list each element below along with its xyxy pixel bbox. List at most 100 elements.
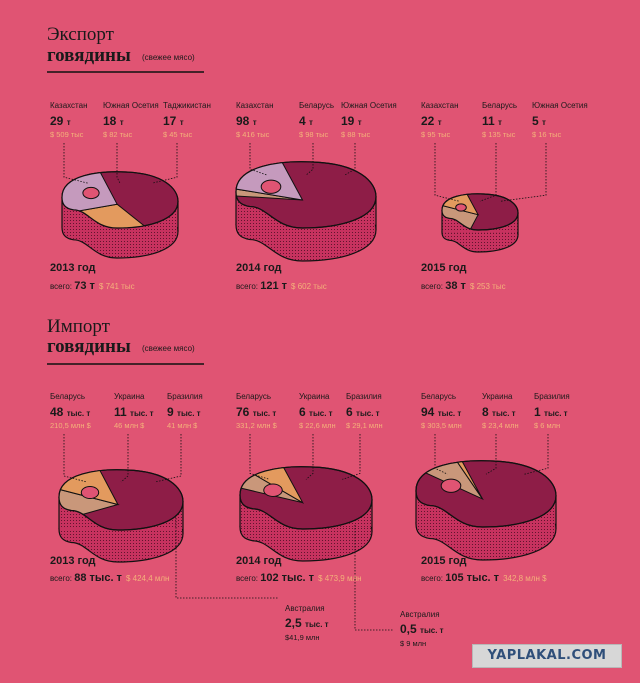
country-value: 29 т: [50, 114, 71, 128]
year-label: 2015 год: [421, 555, 467, 567]
slice-3: [434, 460, 483, 500]
country-money: $ 416 тыс: [236, 130, 270, 139]
country-name: Казахстан: [50, 101, 88, 110]
australia-name: Австралия: [285, 604, 325, 613]
country-money: $ 23,4 млн: [482, 421, 519, 430]
value-unit: т: [357, 118, 362, 127]
total-line: всего: 121 т $ 602 тыс: [236, 280, 327, 292]
watermark: YAPLAKAL.COM: [472, 644, 622, 668]
steak-chart-2: [235, 161, 377, 262]
total-money: $ 473,9 млн: [318, 574, 362, 583]
value-number: 94: [421, 405, 435, 419]
total-label: всего:: [421, 282, 446, 291]
country-name: Бразилия: [346, 392, 382, 401]
country-money: $ 45 тыс: [163, 130, 193, 139]
total-value: 73 т: [74, 280, 95, 292]
export-subtitle: (свежее мясо): [142, 53, 195, 62]
country-money: 41 млн $: [167, 421, 198, 430]
steak-outline: [441, 193, 519, 231]
leader-line: [434, 434, 448, 475]
export-title2: говядины: [47, 45, 131, 66]
australia-money: $ 9 млн: [400, 639, 427, 648]
year-label: 2015 год: [421, 262, 467, 274]
country-money: 331,2 млн $: [236, 421, 277, 430]
leader-line: [63, 143, 89, 184]
country-name: Казахстан: [236, 101, 274, 110]
year-label: 2013 год: [50, 555, 96, 567]
country-money: $ 303,5 млн: [421, 421, 462, 430]
country-name: Беларусь: [236, 392, 271, 401]
leader-line: [500, 143, 547, 202]
country-name: Украина: [114, 392, 145, 401]
steak-chart-5: [239, 466, 373, 562]
total-label: всего:: [236, 574, 261, 583]
steak-fat-eye: [440, 478, 462, 493]
country-value: 6 тыс. т: [346, 405, 380, 419]
steak-outline: [61, 171, 179, 229]
australia-money: $41,9 млн: [285, 633, 320, 642]
steak-fat-eye: [263, 483, 283, 497]
country-value: 22 т: [421, 114, 442, 128]
country-money: $ 135 тыс: [482, 130, 516, 139]
slice-3: [62, 171, 118, 226]
value-unit: тыс. т: [252, 409, 277, 418]
value-number: 6: [346, 405, 353, 419]
value-number: 48: [50, 405, 64, 419]
value-unit: тыс. т: [437, 409, 462, 418]
total-label: всего:: [236, 282, 261, 291]
total-line: всего: 73 т $ 741 тыс: [50, 280, 135, 292]
country-money: 46 млн $: [114, 421, 145, 430]
value-unit: т: [252, 118, 257, 127]
total-label: всего:: [50, 282, 75, 291]
country-value: 98 т: [236, 114, 257, 128]
australia-value: 0,5 тыс. т: [400, 622, 444, 636]
country-money: $ 29,1 млн: [346, 421, 383, 430]
total-line: всего: 102 тыс. т $ 473,9 млн: [236, 572, 362, 584]
slice-3: [236, 161, 304, 201]
country-name: Украина: [482, 392, 513, 401]
year-label: 2013 год: [50, 262, 96, 274]
value-unit: тыс. т: [66, 409, 91, 418]
leader-line: [116, 143, 121, 184]
value-unit: тыс. т: [305, 620, 329, 629]
country-value: 48 тыс. т: [50, 405, 90, 419]
country-value: 11 тыс. т: [114, 405, 154, 419]
steak-outline: [58, 469, 184, 531]
leader-line: [434, 143, 460, 202]
leader-line: [485, 434, 497, 475]
value-number: 17: [163, 114, 177, 128]
value-number: 9: [167, 405, 174, 419]
total-money: $ 253 тыс: [469, 282, 506, 291]
steak-outline: [235, 161, 377, 229]
country-value: 11 т: [482, 114, 502, 128]
country-name: Беларусь: [299, 101, 334, 110]
steak-fat-eye: [455, 203, 467, 212]
value-unit: т: [498, 118, 502, 127]
country-name: Беларусь: [482, 101, 517, 110]
total-line: всего: 105 тыс. т 342,8 млн $: [421, 572, 547, 584]
steak-outline: [415, 460, 557, 528]
year-label: 2014 год: [236, 555, 282, 567]
country-value: 8 тыс. т: [482, 405, 516, 419]
import-title2: говядины: [47, 336, 131, 357]
value-number: 5: [532, 114, 539, 128]
australia-value: 2,5 тыс. т: [285, 616, 329, 630]
value-number: 2,5: [285, 616, 302, 630]
leader-line: [63, 434, 88, 483]
total-label: всего:: [50, 574, 75, 583]
country-name: Южная Осетия: [103, 101, 159, 110]
country-value: 18 т: [103, 114, 124, 128]
total-value: 121 т: [260, 280, 288, 292]
value-unit: тыс. т: [130, 409, 154, 418]
value-number: 76: [236, 405, 250, 419]
value-unit: т: [309, 118, 313, 127]
country-name: Таджикистан: [163, 101, 211, 110]
steak-chart-6: [415, 460, 557, 561]
country-name: Южная Осетия: [532, 101, 588, 110]
country-value: 1 тыс. т: [534, 405, 568, 419]
steak-chart-3: [441, 193, 519, 253]
total-value: 102 тыс. т: [260, 572, 315, 584]
country-name: Беларусь: [421, 392, 456, 401]
value-number: 11: [482, 114, 495, 128]
country-money: $ 509 тыс: [50, 130, 84, 139]
